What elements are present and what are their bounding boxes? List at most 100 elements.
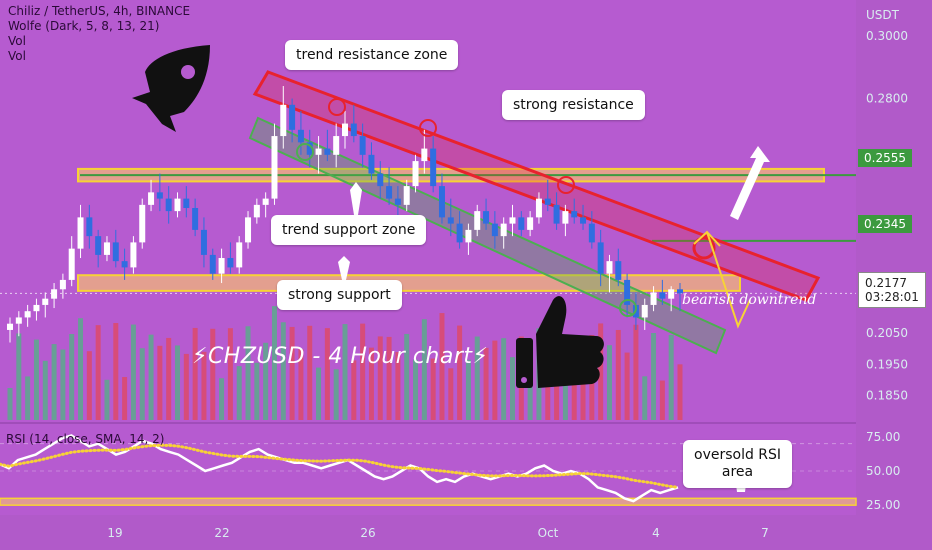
volume-bar <box>236 366 242 420</box>
volume-bar <box>492 340 498 420</box>
oversold-line-1: oversold RSI <box>694 447 782 463</box>
touch-marker <box>619 299 637 317</box>
candle-body <box>394 198 401 205</box>
volume-bar <box>404 333 410 420</box>
volume-bar <box>60 349 66 420</box>
projection-arrow <box>706 231 751 329</box>
candle-body <box>342 123 348 137</box>
price-tick-label: 0.2050 <box>866 326 908 340</box>
chart-legend: Chiliz / TetherUS, 4h, BINANCE Wolfe (Da… <box>8 4 190 64</box>
candle-body <box>24 311 31 318</box>
candle-body <box>289 104 296 130</box>
candle-body <box>624 279 631 305</box>
volume-bar <box>501 338 507 420</box>
candle-body <box>209 254 216 274</box>
volume-bar <box>598 323 604 420</box>
volume-bar <box>457 325 463 420</box>
candle-body <box>650 292 657 305</box>
breakout-arrow <box>730 146 770 220</box>
volume-bar <box>465 359 471 420</box>
legend-symbol[interactable]: Chiliz / TetherUS, 4h, BINANCE <box>8 4 191 18</box>
rsi-tick-label: 75.00 <box>866 430 900 444</box>
legend-indicator[interactable]: Wolfe (Dark, 5, 8, 13, 21) <box>8 19 160 33</box>
volume-bar <box>386 336 392 420</box>
volume-bar <box>545 381 551 420</box>
volume-bar <box>651 333 657 420</box>
volume-bar <box>157 345 163 420</box>
volume-bar <box>25 376 31 420</box>
price-tick-label: 0.3000 <box>866 29 908 43</box>
candle-body <box>130 242 137 268</box>
legend-volume-1[interactable]: Vol <box>8 34 26 48</box>
touch-marker <box>692 236 716 260</box>
candle-body <box>306 142 313 155</box>
time-tick-label: 26 <box>360 526 375 540</box>
candle-body <box>103 242 110 255</box>
time-tick-label: 4 <box>652 526 660 540</box>
candle-body <box>500 223 507 237</box>
candle-body <box>7 323 13 330</box>
resistance-channel <box>252 70 821 302</box>
volume-bar <box>298 349 304 420</box>
volume-bar <box>360 323 366 420</box>
candle-body <box>183 198 190 208</box>
volume-bar <box>263 342 269 420</box>
callout-trend-resistance: trend resistance zone <box>285 40 459 70</box>
volume-bar <box>413 359 419 420</box>
candle-body <box>474 211 481 230</box>
candle-body <box>641 304 648 318</box>
candle-body <box>350 123 357 137</box>
callout-trend-support: trend support zone <box>271 215 427 245</box>
callout-pointer <box>338 256 350 280</box>
volume-bar <box>7 388 13 420</box>
candle-body <box>51 289 58 299</box>
candle-body <box>245 217 252 243</box>
oversold-line-2: area <box>721 464 754 480</box>
volume-bar <box>430 358 436 420</box>
candle-body <box>597 242 604 274</box>
candle-body <box>262 198 269 205</box>
volume-bar <box>69 334 75 420</box>
candle-body <box>553 204 560 224</box>
volume-bar <box>395 352 401 420</box>
time-tick-label: 22 <box>214 526 229 540</box>
candle-body <box>148 192 155 205</box>
candle-body <box>615 261 622 280</box>
volume-bar <box>42 360 48 420</box>
candle-body <box>156 192 163 199</box>
candle-body <box>606 261 613 274</box>
legend-volume-2[interactable]: Vol <box>8 49 26 63</box>
time-tick-label: Oct <box>538 526 559 540</box>
volume-bar <box>474 336 480 420</box>
volume-bar <box>307 325 313 420</box>
candle-body <box>535 198 542 218</box>
candle-body <box>253 204 260 218</box>
price-tick-label: 0.1950 <box>866 357 908 371</box>
candle-body <box>200 229 207 255</box>
candle-body <box>297 129 304 143</box>
volume-bar <box>562 367 568 420</box>
candle-body <box>438 186 445 218</box>
volume-bar <box>51 344 57 420</box>
candle-body <box>86 217 93 237</box>
candle-body <box>333 136 340 155</box>
volume-bar <box>368 347 374 420</box>
volume-bar <box>342 324 348 420</box>
rsi-oversold-band <box>0 497 857 506</box>
rsi-legend[interactable]: RSI (14, close, SMA, 14, 2) <box>6 432 165 446</box>
candle-body <box>659 292 666 299</box>
candle-body <box>324 148 331 155</box>
volume-bar <box>333 369 339 420</box>
candle-body <box>139 204 146 243</box>
candle-body <box>68 248 75 280</box>
price-tag-high: 0.2555 <box>858 149 912 167</box>
volume-bar <box>527 375 533 420</box>
volume-bar <box>78 318 84 420</box>
currency-label: USDT <box>866 8 899 22</box>
price-tag-current: 0.2177 03:28:01 <box>858 272 926 308</box>
touch-marker <box>296 143 314 161</box>
candle-body <box>527 217 534 230</box>
candle-body <box>412 161 419 187</box>
volume-bar <box>421 319 427 420</box>
